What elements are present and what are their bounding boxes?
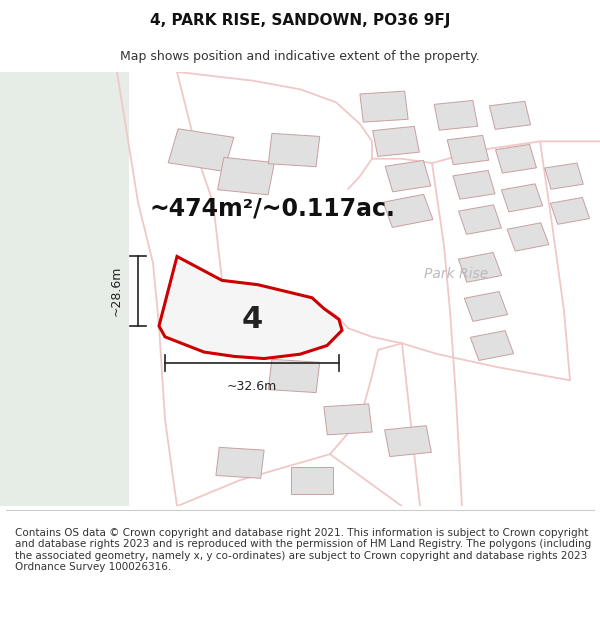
Polygon shape [291, 467, 333, 494]
Text: Contains OS data © Crown copyright and database right 2021. This information is : Contains OS data © Crown copyright and d… [15, 528, 591, 572]
Polygon shape [385, 161, 431, 192]
Bar [0, 72, 129, 506]
Polygon shape [458, 253, 502, 282]
Polygon shape [268, 359, 320, 392]
Polygon shape [434, 101, 478, 130]
Polygon shape [458, 205, 502, 234]
Text: ~32.6m: ~32.6m [227, 380, 277, 393]
Polygon shape [373, 126, 419, 156]
Text: 4, PARK RISE, SANDOWN, PO36 9FJ: 4, PARK RISE, SANDOWN, PO36 9FJ [150, 12, 450, 28]
Polygon shape [453, 171, 495, 199]
Polygon shape [168, 129, 234, 171]
Polygon shape [383, 194, 433, 228]
Polygon shape [205, 301, 263, 338]
Text: Park Rise: Park Rise [424, 267, 488, 281]
Polygon shape [159, 256, 342, 359]
Polygon shape [447, 136, 489, 165]
Polygon shape [550, 198, 590, 224]
Text: ~28.6m: ~28.6m [110, 266, 123, 316]
Polygon shape [490, 101, 530, 129]
Polygon shape [216, 448, 264, 478]
Polygon shape [218, 158, 274, 195]
Polygon shape [496, 144, 536, 173]
Polygon shape [502, 184, 542, 212]
Polygon shape [507, 222, 549, 251]
Polygon shape [545, 163, 583, 189]
Polygon shape [385, 426, 431, 456]
Text: ~474m²/~0.117ac.: ~474m²/~0.117ac. [150, 197, 396, 221]
Text: Map shows position and indicative extent of the property.: Map shows position and indicative extent… [120, 49, 480, 62]
Polygon shape [268, 133, 320, 167]
Polygon shape [464, 291, 508, 321]
Polygon shape [470, 331, 514, 361]
Text: 4: 4 [241, 305, 263, 334]
Polygon shape [360, 91, 408, 122]
Polygon shape [324, 404, 372, 435]
